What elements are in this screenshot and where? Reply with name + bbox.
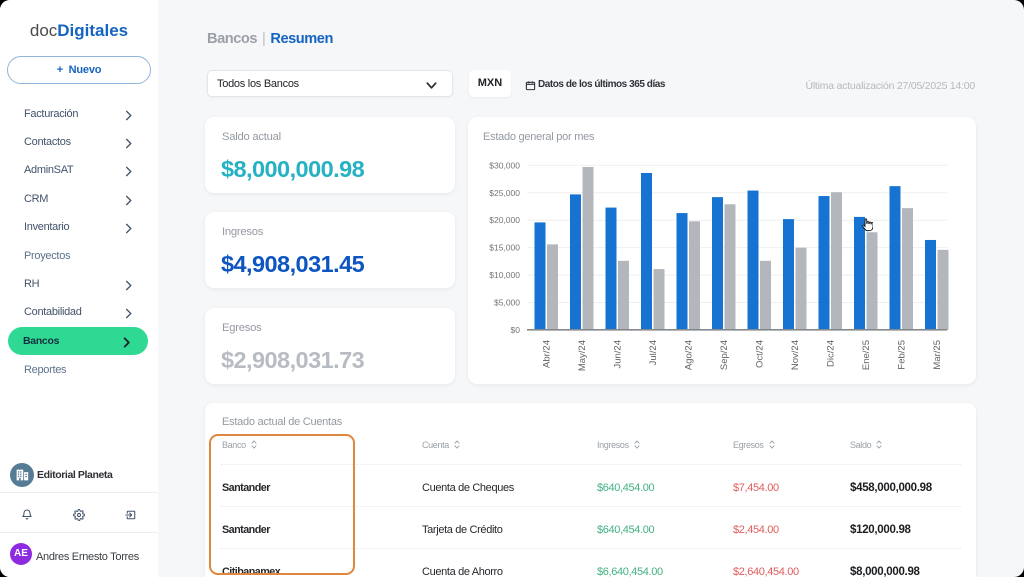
- svg-text:Nov/24: Nov/24: [790, 340, 801, 370]
- svg-text:Sep/24: Sep/24: [719, 340, 730, 370]
- svg-text:Jul/24: Jul/24: [648, 340, 659, 365]
- svg-text:Abr/24: Abr/24: [541, 340, 552, 368]
- svg-text:$5,000: $5,000: [494, 298, 520, 308]
- svg-text:$10,000: $10,000: [489, 270, 520, 280]
- svg-text:$25,000: $25,000: [489, 188, 520, 198]
- svg-text:$15,000: $15,000: [489, 243, 520, 253]
- svg-text:$0: $0: [511, 325, 521, 335]
- svg-text:$30,000: $30,000: [489, 160, 520, 170]
- svg-text:Ago/24: Ago/24: [683, 340, 694, 370]
- svg-text:Ene/25: Ene/25: [861, 340, 872, 370]
- svg-text:Feb/25: Feb/25: [896, 340, 907, 370]
- svg-text:May/24: May/24: [577, 340, 588, 371]
- svg-text:Jun/24: Jun/24: [612, 340, 623, 369]
- svg-text:Oct/24: Oct/24: [754, 340, 765, 368]
- svg-text:Dic/24: Dic/24: [825, 340, 836, 367]
- svg-text:Mar/25: Mar/25: [932, 340, 943, 370]
- svg-text:$20,000: $20,000: [489, 215, 520, 225]
